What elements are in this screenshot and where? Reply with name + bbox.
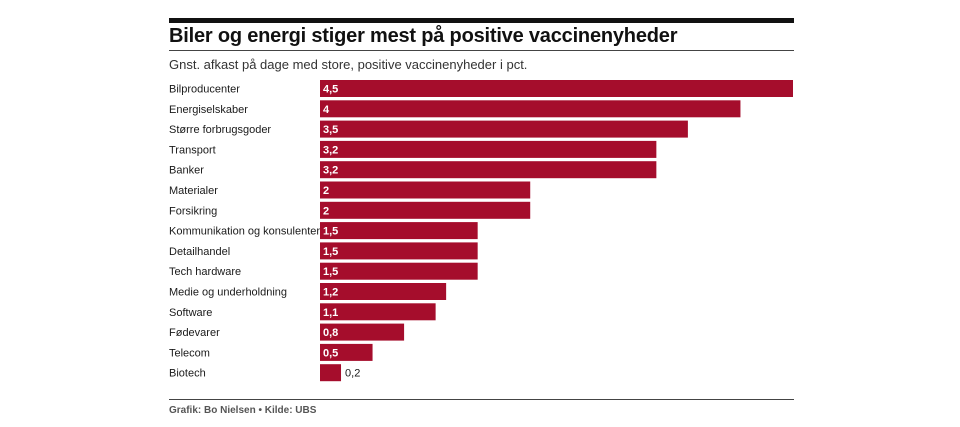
value-label: 1,5 xyxy=(323,246,338,258)
value-label: 3,2 xyxy=(323,165,338,177)
bar xyxy=(320,120,688,138)
bar xyxy=(320,140,657,158)
bar xyxy=(320,181,531,199)
value-label: 2 xyxy=(323,205,329,217)
title-divider xyxy=(169,50,794,51)
category-label: Kommunikation og konsulenter xyxy=(169,226,320,238)
value-label: 4 xyxy=(323,104,330,116)
source-credit: Grafik: Bo Nielsen • Kilde: UBS xyxy=(169,405,317,416)
bar xyxy=(320,201,531,219)
top-rule xyxy=(169,18,794,23)
category-label: Tech hardware xyxy=(169,266,241,278)
category-label: Medie og underholdning xyxy=(169,287,287,299)
value-label: 1,1 xyxy=(323,307,338,319)
bar xyxy=(320,262,478,280)
category-label: Biotech xyxy=(169,368,206,380)
bar xyxy=(320,343,373,361)
value-label: 1,5 xyxy=(323,266,338,278)
bar xyxy=(320,323,405,341)
category-label: Telecom xyxy=(169,347,210,359)
category-label: Større forbrugsgoder xyxy=(169,124,271,136)
category-label: Forsikring xyxy=(169,205,217,217)
category-label: Banker xyxy=(169,165,204,177)
category-label: Fødevarer xyxy=(169,327,220,339)
value-label: 3,2 xyxy=(323,144,338,156)
bar xyxy=(320,303,436,321)
bar xyxy=(320,100,741,118)
value-label: 1,5 xyxy=(323,226,338,238)
bar xyxy=(320,283,447,300)
chart-title: Biler og energi stiger mest på positive … xyxy=(169,25,678,47)
category-label: Transport xyxy=(169,144,216,156)
value-label: 2 xyxy=(323,185,329,197)
value-label: 0,2 xyxy=(345,368,360,380)
category-label: Software xyxy=(169,307,212,319)
value-label: 3,5 xyxy=(323,124,338,136)
bottom-divider xyxy=(169,399,794,400)
value-label: 0,5 xyxy=(323,347,338,359)
category-label: Energiselskaber xyxy=(169,104,248,116)
bar xyxy=(320,364,342,382)
bar xyxy=(320,80,793,97)
value-label: 1,2 xyxy=(323,287,338,299)
category-label: Detailhandel xyxy=(169,246,230,258)
category-label: Bilproducenter xyxy=(169,84,240,96)
value-label: 0,8 xyxy=(323,327,338,339)
bar xyxy=(320,161,657,179)
bar xyxy=(320,242,478,260)
bar xyxy=(320,222,478,240)
chart-subtitle: Gnst. afkast på dage med store, positive… xyxy=(169,57,528,72)
category-label: Materialer xyxy=(169,185,218,197)
value-label: 4,5 xyxy=(323,84,338,96)
